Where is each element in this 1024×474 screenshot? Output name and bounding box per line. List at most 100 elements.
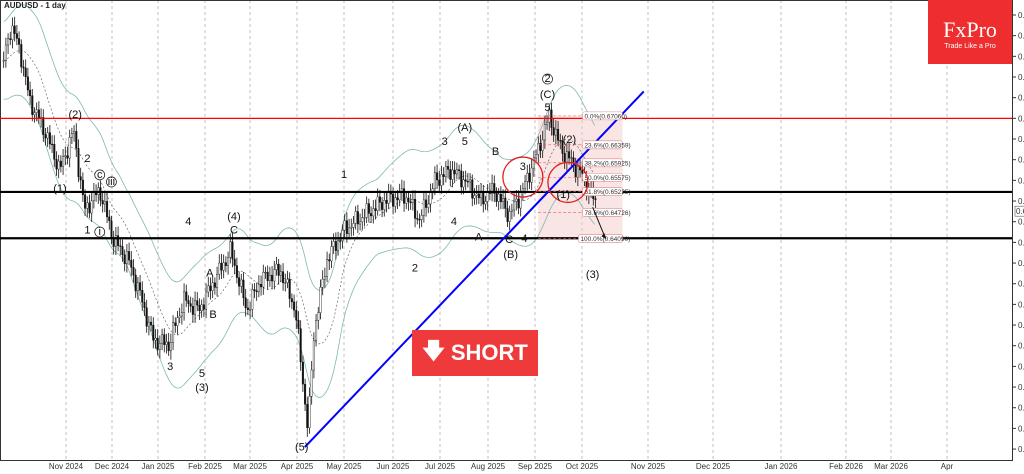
wave-label-group: 5: [462, 136, 468, 148]
candle-body: [275, 263, 278, 270]
candle-body: [128, 251, 131, 261]
candle-body: [440, 174, 443, 186]
wave-label: 1: [341, 169, 347, 181]
candle-body: [42, 117, 45, 135]
wave-label: (5): [295, 441, 308, 453]
candle-body: [411, 198, 414, 204]
highlight-circle: [547, 161, 589, 204]
candle-body: [552, 127, 555, 136]
candle-body: [559, 140, 562, 142]
y-tick-label: 0.59500: [1018, 424, 1024, 433]
candle-body: [301, 361, 304, 385]
fib-label: 78.6%(0.64726): [584, 210, 630, 217]
candle-body: [343, 220, 346, 231]
candle-body: [561, 140, 564, 154]
wave-label-group: 3: [520, 161, 526, 173]
candle-body: [293, 301, 296, 311]
candle-body: [15, 33, 18, 39]
candle-body: [339, 240, 342, 242]
candle-body: [288, 279, 291, 299]
y-tick-label: 0.60000: [1018, 404, 1024, 413]
wave-label: 2: [412, 262, 418, 274]
fib-label-box: [582, 158, 623, 168]
y-tick-label: 0.64000: [1018, 238, 1024, 247]
candle-body: [86, 202, 89, 209]
candle-body: [64, 155, 67, 158]
candle-body: [530, 167, 533, 183]
candle-body: [99, 187, 102, 201]
candle-body: [79, 176, 82, 181]
candle-body: [330, 246, 333, 262]
candle-body: [24, 67, 27, 78]
candle-body: [163, 334, 166, 345]
short-signal-button[interactable]: 🡇 SHORT: [412, 330, 538, 376]
candle-body: [403, 188, 406, 204]
upper-band: [3, 4, 596, 291]
candle-body: [442, 174, 445, 177]
candle-body: [266, 271, 269, 282]
candle-body: [196, 300, 199, 306]
candle-body: [455, 169, 458, 175]
wave-label-group: 1: [341, 169, 347, 181]
candle-body: [519, 192, 522, 209]
wave-label-group: 2: [84, 153, 90, 165]
candle-body: [495, 193, 498, 202]
current-price-label: 0.64851: [1016, 207, 1024, 216]
wave-label: A: [206, 267, 214, 279]
candle-body: [211, 282, 214, 291]
candle-body: [229, 241, 232, 258]
candle-body: [7, 38, 10, 46]
candle-body: [407, 197, 410, 202]
wave-label-group: 1: [84, 224, 90, 236]
candle-body: [172, 322, 175, 343]
candle-body: [77, 148, 80, 177]
candle-body: [48, 132, 51, 145]
candle-body: [152, 324, 155, 341]
candle-body: [363, 217, 366, 219]
candle-body: [328, 259, 331, 262]
candle-body: [238, 277, 241, 287]
wave-label: C: [230, 224, 238, 236]
candle-body: [180, 312, 183, 317]
current-price-tag: [1014, 205, 1024, 217]
candle-body: [246, 307, 249, 311]
x-tick-label: Jul 2025: [425, 462, 456, 471]
candle-body: [235, 265, 238, 278]
candle-body: [486, 191, 489, 202]
brand-name: FxPro: [943, 17, 997, 42]
candle-body: [244, 297, 247, 309]
candle-body: [416, 218, 419, 220]
candle-body: [444, 166, 447, 177]
x-tick-label: Dec 2024: [95, 462, 130, 471]
candle-body: [508, 211, 511, 222]
wave-label: 4: [451, 216, 457, 228]
candle-body: [207, 285, 210, 293]
wave-label: (3): [195, 382, 208, 394]
wave-label-group: (2): [563, 134, 576, 146]
y-tick-label: 0.67500: [1018, 94, 1024, 103]
candle-body: [337, 240, 340, 251]
y-tick-label: 0.66500: [1018, 135, 1024, 144]
wave-label: 2: [544, 73, 550, 85]
candle-body: [543, 124, 546, 141]
x-tick-label: Sep 2025: [518, 462, 553, 471]
candle-body: [594, 198, 597, 200]
candle-body: [299, 328, 302, 363]
candle-body: [268, 274, 271, 282]
brand-logo: FxPro Trade Like a Pro: [928, 0, 1012, 64]
candle-body: [90, 200, 93, 214]
plot-frame: [0, 0, 1013, 461]
candle-body: [502, 198, 505, 203]
candle-body: [392, 193, 395, 207]
candle-body: [92, 191, 95, 202]
candle-body: [350, 227, 353, 229]
wave-label: iii: [108, 176, 115, 188]
wave-label: i: [99, 226, 101, 238]
candle-body: [312, 340, 315, 371]
wave-label: (3): [586, 269, 599, 281]
candle-body: [231, 241, 234, 260]
candle-body: [378, 196, 381, 203]
candle-body: [213, 282, 216, 288]
candle-body: [218, 262, 221, 275]
candle-body: [119, 245, 122, 247]
